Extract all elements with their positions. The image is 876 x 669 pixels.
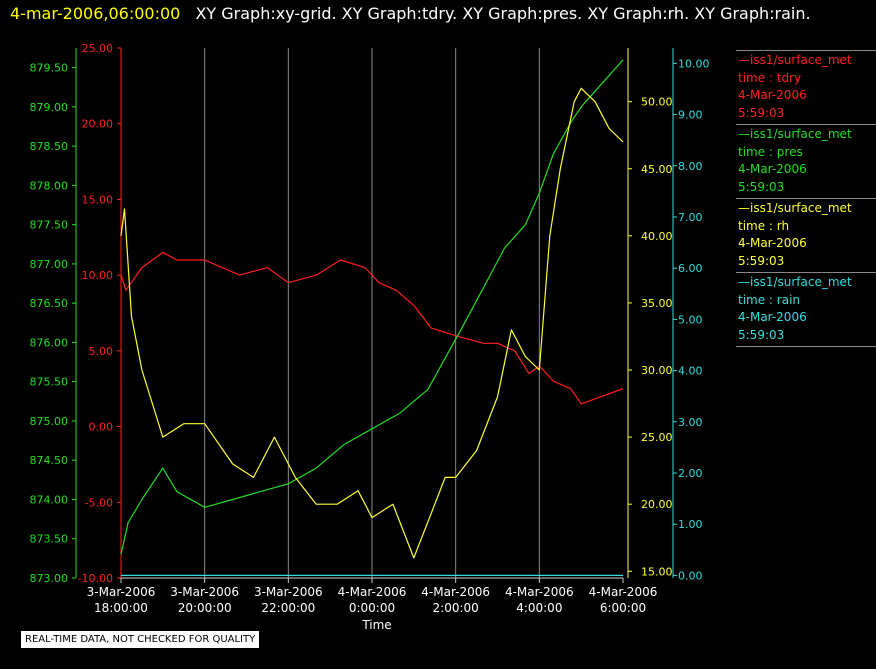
legend-time: 5:59:03: [738, 253, 785, 268]
legend-time: 5:59:03: [738, 105, 785, 120]
pres-tick-label: 877.50: [30, 219, 69, 232]
x-tick-label-date: 4-Mar-2006: [421, 585, 490, 599]
pres-tick-label: 873.00: [30, 572, 69, 585]
legend-variable: time : rain: [738, 292, 801, 307]
tdry-tick-label: -5.00: [85, 496, 113, 509]
x-tick-label-time: 4:00:00: [516, 601, 562, 615]
legend-source: —iss1/surface_met: [738, 275, 852, 289]
rain-tick-label: 1.00: [678, 518, 703, 531]
rain-tick-label: 5.00: [678, 313, 703, 326]
legend-date: 4-Mar-2006: [738, 88, 807, 102]
pres-tick-label: 874.50: [30, 454, 69, 467]
x-tick-label-time: 0:00:00: [349, 601, 395, 615]
x-tick-label-time: 18:00:00: [94, 601, 148, 615]
legend-source: —iss1/surface_met: [738, 127, 852, 141]
axis-layer: -10.00 -5.00 0.00 5.00 10.00 15.00 20.00 25.00 8…: [30, 42, 710, 585]
quality-note: REAL-TIME DATA, NOT CHECKED FOR QUALITY: [21, 631, 260, 648]
x-tick-label-date: 3-Mar-2006: [254, 585, 323, 599]
legend-date: 4-Mar-2006: [738, 162, 807, 176]
legend-variable: time : pres: [738, 144, 803, 159]
legend-source: —iss1/surface_met: [738, 201, 852, 215]
legend-entry-pres: —iss1/surface_met time : pres 4-Mar-2006…: [736, 124, 876, 198]
series-layer: [120, 59, 624, 577]
rain-tick-label: 3.00: [678, 416, 703, 429]
pres-tick-label: 878.50: [30, 140, 69, 153]
pres-tick-label: 876.00: [30, 336, 69, 349]
x-tick-label-date: 4-Mar-2006: [505, 585, 574, 599]
legend-entry-tdry: —iss1/surface_met time : tdry 4-Mar-2006…: [736, 50, 876, 124]
rain-tick-label: 7.00: [678, 211, 703, 224]
pres-tick-label: 879.00: [30, 101, 69, 114]
x-tick-label-time: 20:00:00: [178, 601, 232, 615]
rain-tick-label: 10.00: [678, 57, 710, 70]
tdry-tick-label: 15.00: [82, 193, 114, 206]
pres-tick-label: 878.00: [30, 179, 69, 192]
rh-tick-label: 50.00: [641, 96, 673, 109]
x-tick-label-time: 6:00:00: [600, 601, 646, 615]
pres-tick-label: 876.50: [30, 297, 69, 310]
x-tick-label-time: 2:00:00: [433, 601, 479, 615]
grid-layer: [204, 48, 540, 578]
rain-tick-label: 2.00: [678, 467, 703, 480]
legend-variable: time : tdry: [738, 70, 802, 85]
rain-tick-label: 8.00: [678, 160, 703, 173]
x-tick-label-date: 4-Mar-2006: [338, 585, 407, 599]
x-tick-label-time: 22:00:00: [261, 601, 315, 615]
series-tdry: [120, 251, 624, 405]
rh-tick-label: 40.00: [641, 230, 673, 243]
rh-tick-label: 25.00: [641, 431, 673, 444]
legend-source: —iss1/surface_met: [738, 53, 852, 67]
x-tick-label-date: 4-Mar-2006: [589, 585, 658, 599]
rh-tick-label: 20.00: [641, 498, 673, 511]
legend-time: 5:59:03: [738, 179, 785, 194]
rh-tick-label: 45.00: [641, 163, 673, 176]
legend-entry-rh: —iss1/surface_met time : rh 4-Mar-2006 5…: [736, 198, 876, 272]
x-tick-label-date: 3-Mar-2006: [170, 585, 239, 599]
legend-date: 4-Mar-2006: [738, 310, 807, 324]
rain-tick-label: 4.00: [678, 365, 703, 378]
header-title: XY Graph:xy-grid. XY Graph:tdry. XY Grap…: [195, 4, 811, 23]
legend: —iss1/surface_met time : tdry 4-Mar-2006…: [736, 50, 876, 347]
rain-tick-label: 0.00: [678, 569, 703, 582]
series-rh: [120, 87, 624, 559]
tdry-tick-label: -10.00: [78, 572, 113, 585]
tdry-tick-label: 0.00: [89, 421, 114, 434]
tdry-tick-label: 20.00: [82, 118, 114, 131]
pres-tick-label: 874.00: [30, 493, 69, 506]
rain-tick-label: 9.00: [678, 109, 703, 122]
legend-time: 5:59:03: [738, 327, 785, 342]
x-axis-layer: 3-Mar-2006 18:00:00 3-Mar-2006 20:00:00 3-Ma…: [87, 577, 658, 615]
rh-tick-label: 35.00: [641, 297, 673, 310]
tdry-tick-label: 5.00: [89, 345, 114, 358]
pres-tick-label: 879.50: [30, 62, 69, 75]
legend-date: 4-Mar-2006: [738, 236, 807, 250]
x-tick-label-date: 3-Mar-2006: [87, 585, 156, 599]
x-axis-label: Time: [361, 618, 391, 632]
chart-header: 4-mar-2006,06:00:00 XY Graph:xy-grid. XY…: [10, 4, 811, 23]
rain-tick-label: 6.00: [678, 262, 703, 275]
legend-entry-rain: —iss1/surface_met time : rain 4-Mar-2006…: [736, 272, 876, 347]
rh-tick-label: 15.00: [641, 565, 673, 578]
tdry-tick-label: 25.00: [82, 42, 114, 55]
pres-tick-label: 877.00: [30, 258, 69, 271]
pres-tick-label: 873.50: [30, 533, 69, 546]
pres-tick-label: 875.00: [30, 415, 69, 428]
series-pres: [120, 59, 624, 555]
header-timestamp: 4-mar-2006,06:00:00: [10, 4, 181, 23]
pres-tick-label: 875.50: [30, 376, 69, 389]
tdry-tick-label: 10.00: [82, 269, 114, 282]
legend-variable: time : rh: [738, 218, 790, 233]
rh-tick-label: 30.00: [641, 364, 673, 377]
